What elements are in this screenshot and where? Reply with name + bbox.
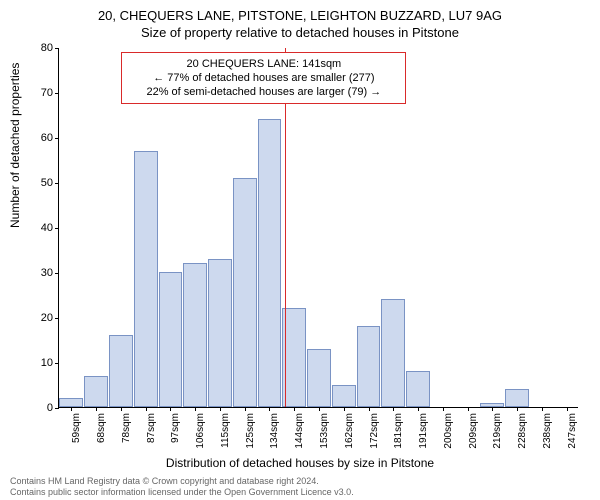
x-tick-mark — [393, 407, 394, 411]
x-tick-mark — [517, 407, 518, 411]
histogram-bar — [84, 376, 108, 408]
chart-container: 20, CHEQUERS LANE, PITSTONE, LEIGHTON BU… — [0, 0, 600, 500]
x-tick-label: 97sqm — [170, 413, 181, 443]
x-tick-mark — [121, 407, 122, 411]
y-tick-mark — [55, 228, 59, 229]
x-tick-mark — [245, 407, 246, 411]
y-tick-mark — [55, 183, 59, 184]
x-tick-label: 106sqm — [195, 413, 206, 449]
histogram-bar — [505, 389, 529, 407]
x-tick-mark — [344, 407, 345, 411]
x-tick-mark — [294, 407, 295, 411]
y-tick-mark — [55, 273, 59, 274]
x-tick-mark — [146, 407, 147, 411]
histogram-bar — [357, 326, 381, 407]
x-tick-mark — [195, 407, 196, 411]
x-tick-label: 78sqm — [121, 413, 132, 443]
x-tick-label: 134sqm — [269, 413, 280, 449]
footer-line-2: Contains public sector information licen… — [10, 487, 354, 498]
histogram-bar — [59, 398, 83, 407]
chart-title-main: 20, CHEQUERS LANE, PITSTONE, LEIGHTON BU… — [0, 0, 600, 23]
annotation-line: 20 CHEQUERS LANE: 141sqm — [130, 57, 397, 71]
y-tick-mark — [55, 138, 59, 139]
x-tick-label: 162sqm — [344, 413, 355, 449]
x-tick-label: 153sqm — [319, 413, 330, 449]
x-tick-label: 115sqm — [220, 413, 231, 448]
x-tick-mark — [369, 407, 370, 411]
y-tick-mark — [55, 48, 59, 49]
plot-area: 0102030405060708059sqm68sqm78sqm87sqm97s… — [58, 48, 578, 408]
histogram-bar — [208, 259, 232, 408]
x-tick-mark — [542, 407, 543, 411]
x-tick-mark — [567, 407, 568, 411]
histogram-bar — [406, 371, 430, 407]
footer-line-1: Contains HM Land Registry data © Crown c… — [10, 476, 354, 487]
x-tick-mark — [170, 407, 171, 411]
histogram-bar — [233, 178, 257, 408]
y-axis-label: Number of detached properties — [8, 63, 22, 228]
histogram-bar — [183, 263, 207, 407]
y-tick-mark — [55, 93, 59, 94]
histogram-bar — [258, 119, 282, 407]
x-tick-label: 59sqm — [71, 413, 82, 443]
x-tick-label: 247sqm — [567, 413, 578, 449]
y-tick-mark — [55, 363, 59, 364]
histogram-bar — [381, 299, 405, 407]
x-tick-mark — [96, 407, 97, 411]
annotation-line: ← 77% of detached houses are smaller (27… — [130, 71, 397, 85]
x-tick-label: 191sqm — [418, 413, 429, 449]
x-tick-label: 144sqm — [294, 413, 305, 449]
chart-title-sub: Size of property relative to detached ho… — [0, 23, 600, 40]
x-tick-mark — [468, 407, 469, 411]
histogram-bar — [332, 385, 356, 408]
annotation-box: 20 CHEQUERS LANE: 141sqm← 77% of detache… — [121, 52, 406, 105]
histogram-bar — [307, 349, 331, 408]
x-tick-label: 238sqm — [542, 413, 553, 449]
x-tick-mark — [492, 407, 493, 411]
x-tick-label: 228sqm — [517, 413, 528, 449]
histogram-bar — [159, 272, 183, 407]
x-tick-mark — [443, 407, 444, 411]
x-tick-mark — [269, 407, 270, 411]
histogram-bar — [109, 335, 133, 407]
x-tick-mark — [319, 407, 320, 411]
x-tick-label: 219sqm — [492, 413, 503, 449]
x-tick-mark — [418, 407, 419, 411]
x-tick-label: 200sqm — [443, 413, 454, 449]
y-tick-mark — [55, 408, 59, 409]
histogram-bar — [134, 151, 158, 408]
x-tick-label: 181sqm — [393, 413, 404, 449]
y-tick-mark — [55, 318, 59, 319]
footer-attribution: Contains HM Land Registry data © Crown c… — [10, 476, 354, 498]
x-tick-label: 172sqm — [369, 413, 380, 449]
x-tick-mark — [71, 407, 72, 411]
x-axis-label: Distribution of detached houses by size … — [0, 456, 600, 470]
x-tick-label: 68sqm — [96, 413, 107, 443]
x-tick-label: 209sqm — [468, 413, 479, 449]
x-tick-label: 87sqm — [146, 413, 157, 443]
x-tick-label: 125sqm — [245, 413, 256, 449]
annotation-line: 22% of semi-detached houses are larger (… — [130, 85, 397, 99]
x-tick-mark — [220, 407, 221, 411]
